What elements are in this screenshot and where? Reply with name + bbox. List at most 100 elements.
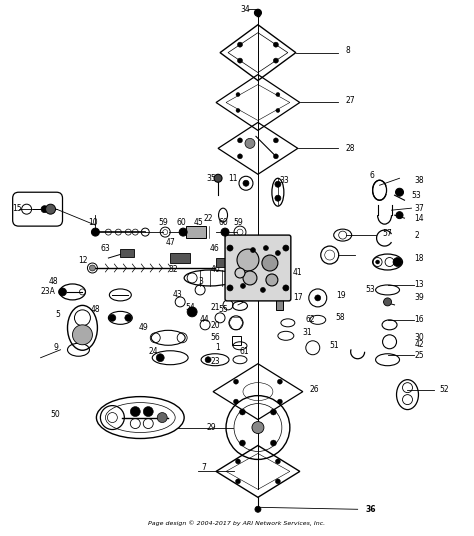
Circle shape xyxy=(315,295,321,301)
Circle shape xyxy=(283,245,289,251)
Circle shape xyxy=(255,9,262,16)
Text: 12: 12 xyxy=(79,256,88,265)
Text: 46: 46 xyxy=(210,243,220,252)
Circle shape xyxy=(187,307,197,317)
Circle shape xyxy=(383,298,392,306)
Bar xyxy=(216,258,234,267)
Circle shape xyxy=(250,248,255,252)
Text: 38: 38 xyxy=(414,176,424,185)
Text: 51: 51 xyxy=(330,341,339,350)
Circle shape xyxy=(73,325,92,345)
Text: 53: 53 xyxy=(411,191,421,200)
Circle shape xyxy=(143,407,153,416)
Text: 36: 36 xyxy=(365,505,376,514)
Circle shape xyxy=(273,154,278,159)
Circle shape xyxy=(264,245,268,250)
Text: 60: 60 xyxy=(176,218,186,227)
Text: 23A: 23A xyxy=(41,287,55,296)
Text: 16: 16 xyxy=(414,315,424,324)
Bar xyxy=(170,253,190,263)
Circle shape xyxy=(271,440,276,446)
Text: 57: 57 xyxy=(383,228,392,237)
Circle shape xyxy=(273,138,278,143)
Circle shape xyxy=(239,440,246,446)
Text: 14: 14 xyxy=(414,214,424,222)
Circle shape xyxy=(157,413,167,422)
Circle shape xyxy=(236,479,240,484)
Circle shape xyxy=(125,314,132,322)
Circle shape xyxy=(266,274,278,286)
Text: 23: 23 xyxy=(210,357,220,366)
Text: 32: 32 xyxy=(168,265,178,274)
Circle shape xyxy=(234,379,238,384)
Circle shape xyxy=(243,180,249,186)
Circle shape xyxy=(236,459,240,464)
Text: 35: 35 xyxy=(206,174,216,183)
Circle shape xyxy=(235,268,245,278)
Text: 25: 25 xyxy=(414,351,424,360)
Circle shape xyxy=(109,314,116,322)
Circle shape xyxy=(156,354,164,362)
Circle shape xyxy=(271,409,276,415)
Text: 21: 21 xyxy=(210,303,220,312)
Text: 39: 39 xyxy=(414,293,424,302)
Text: 9: 9 xyxy=(54,343,58,352)
Circle shape xyxy=(396,212,403,219)
Circle shape xyxy=(237,249,259,271)
Text: 26: 26 xyxy=(310,385,319,394)
Circle shape xyxy=(240,284,246,288)
Text: 43: 43 xyxy=(172,291,182,300)
Circle shape xyxy=(275,250,281,256)
Circle shape xyxy=(273,42,278,47)
Text: 20: 20 xyxy=(210,321,220,330)
Text: 59: 59 xyxy=(233,218,243,227)
Circle shape xyxy=(227,245,233,251)
Circle shape xyxy=(130,407,140,416)
Circle shape xyxy=(262,255,278,271)
Bar xyxy=(120,249,134,257)
Text: 22: 22 xyxy=(203,214,213,222)
Text: 37: 37 xyxy=(414,204,424,213)
Circle shape xyxy=(214,174,222,182)
Circle shape xyxy=(239,409,246,415)
Text: 5: 5 xyxy=(55,310,61,319)
Circle shape xyxy=(90,265,95,271)
Text: 48: 48 xyxy=(49,278,58,286)
Text: 24: 24 xyxy=(148,347,158,356)
Circle shape xyxy=(245,138,255,148)
Text: 2: 2 xyxy=(414,230,419,240)
Circle shape xyxy=(237,42,243,47)
Text: 54: 54 xyxy=(185,303,195,312)
Circle shape xyxy=(205,357,211,363)
Circle shape xyxy=(276,108,280,113)
Circle shape xyxy=(91,228,100,236)
Text: 56: 56 xyxy=(210,333,220,343)
Text: 50: 50 xyxy=(51,410,60,419)
Text: 63: 63 xyxy=(100,243,110,252)
Bar xyxy=(276,300,283,310)
Text: 58: 58 xyxy=(336,314,346,322)
Text: 53: 53 xyxy=(365,286,375,294)
Text: 52: 52 xyxy=(439,385,449,394)
Circle shape xyxy=(237,154,243,159)
Circle shape xyxy=(236,93,240,96)
Circle shape xyxy=(236,108,240,113)
Text: 60: 60 xyxy=(218,218,228,227)
Text: 59: 59 xyxy=(158,218,168,227)
Text: 11: 11 xyxy=(228,174,238,183)
Circle shape xyxy=(41,206,48,213)
Text: 47: 47 xyxy=(165,237,175,247)
Circle shape xyxy=(275,195,281,201)
Circle shape xyxy=(221,228,229,236)
Text: 33: 33 xyxy=(280,176,290,185)
Text: 6: 6 xyxy=(370,171,374,180)
Text: 1: 1 xyxy=(215,343,220,352)
Text: 13: 13 xyxy=(414,280,424,289)
Text: 15: 15 xyxy=(13,204,22,213)
Bar xyxy=(186,226,206,238)
Bar xyxy=(276,276,284,294)
Text: 8: 8 xyxy=(346,46,350,55)
Text: 10: 10 xyxy=(89,218,98,227)
Text: 62: 62 xyxy=(306,315,315,324)
Text: 48: 48 xyxy=(91,306,100,315)
